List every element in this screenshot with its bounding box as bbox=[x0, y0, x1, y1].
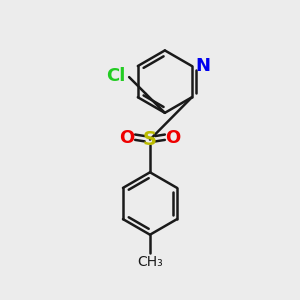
Text: S: S bbox=[143, 130, 157, 149]
Text: O: O bbox=[119, 129, 135, 147]
Text: Cl: Cl bbox=[106, 67, 126, 85]
Text: N: N bbox=[196, 57, 211, 75]
Text: O: O bbox=[165, 129, 181, 147]
Text: CH₃: CH₃ bbox=[137, 255, 163, 269]
